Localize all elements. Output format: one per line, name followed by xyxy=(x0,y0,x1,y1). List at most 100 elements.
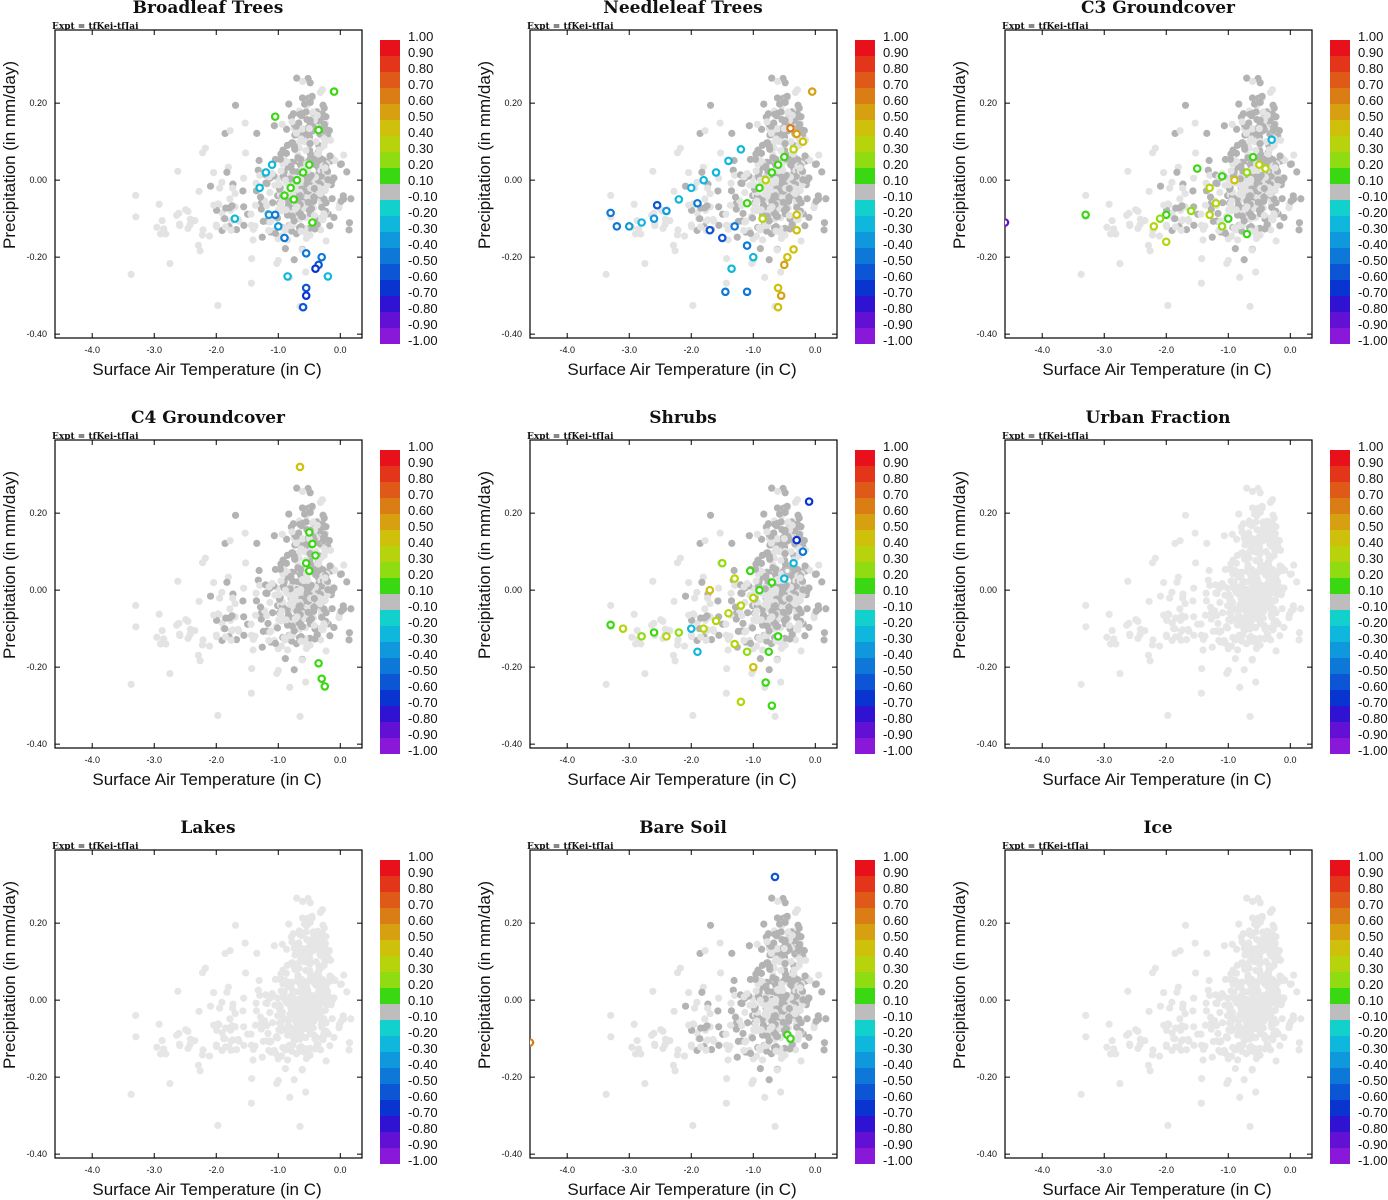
background-point xyxy=(760,100,768,108)
colored-point xyxy=(280,233,289,243)
background-point xyxy=(271,181,279,189)
background-point xyxy=(1260,594,1268,603)
background-point xyxy=(1276,222,1284,230)
colorbar-segment xyxy=(1330,88,1350,104)
background-point xyxy=(299,897,307,906)
background-point xyxy=(282,206,290,214)
background-point xyxy=(746,1001,754,1009)
colored-point xyxy=(789,558,798,568)
colorbar-segment xyxy=(855,56,875,72)
background-point xyxy=(673,641,682,649)
background-point xyxy=(278,1017,286,1025)
y-tick-label: -0.40 xyxy=(501,1149,522,1159)
background-point xyxy=(1262,548,1270,556)
background-point xyxy=(288,118,296,126)
background-point xyxy=(781,231,789,239)
background-point xyxy=(1269,537,1278,545)
background-point xyxy=(815,151,823,159)
background-point xyxy=(746,639,755,648)
colored-point xyxy=(308,539,317,549)
background-point xyxy=(1240,217,1248,225)
colored-point xyxy=(1149,222,1159,231)
background-point xyxy=(768,607,776,615)
background-point xyxy=(693,178,701,186)
background-point xyxy=(706,190,714,198)
background-point xyxy=(1252,146,1260,155)
background-point xyxy=(306,641,314,649)
y-tick-label: 0.00 xyxy=(29,175,47,185)
background-point xyxy=(290,142,298,150)
background-point xyxy=(773,914,782,922)
background-point xyxy=(1221,181,1229,189)
background-point xyxy=(266,628,274,636)
background-point xyxy=(1280,213,1288,222)
background-point xyxy=(766,205,774,213)
background-point xyxy=(661,1041,669,1049)
background-point xyxy=(1162,633,1171,641)
background-point xyxy=(730,566,738,575)
background-point xyxy=(298,1066,306,1074)
scatter-points xyxy=(530,872,830,1131)
colorbar-label: 0.20 xyxy=(408,567,433,582)
background-point xyxy=(685,168,693,177)
colorbar-label: -0.80 xyxy=(408,1121,438,1136)
background-point xyxy=(304,1013,312,1021)
background-point xyxy=(1254,603,1262,611)
colorbar-segment xyxy=(855,530,875,546)
background-point xyxy=(772,175,780,184)
background-point xyxy=(1231,636,1239,644)
y-tick-label: 0.00 xyxy=(29,585,47,595)
colorbar-segment xyxy=(1330,56,1350,72)
colored-point xyxy=(761,175,770,185)
background-point xyxy=(247,689,255,697)
background-point xyxy=(316,636,325,644)
background-point xyxy=(310,1013,318,1022)
background-point xyxy=(265,1046,273,1055)
background-point xyxy=(201,964,209,972)
x-tick-label: -1.0 xyxy=(746,345,762,355)
background-point xyxy=(635,225,643,233)
background-point xyxy=(797,609,805,617)
background-point xyxy=(313,931,321,939)
colored-point xyxy=(727,264,736,274)
background-point xyxy=(766,184,774,192)
x-axis-label: Surface Air Temperature (in C) xyxy=(92,770,321,789)
background-point xyxy=(158,1037,166,1045)
background-point xyxy=(1191,119,1199,127)
background-point xyxy=(194,651,203,659)
background-point xyxy=(1126,220,1134,228)
background-point xyxy=(762,162,770,171)
background-point xyxy=(801,1042,809,1050)
background-point xyxy=(812,197,820,205)
background-point xyxy=(1242,539,1250,547)
colorbar: 1.000.900.800.700.600.500.400.300.200.10… xyxy=(855,29,913,348)
background-point xyxy=(305,124,313,133)
colored-point xyxy=(717,233,727,243)
background-point xyxy=(780,583,789,592)
colorbar-label: -0.50 xyxy=(408,663,438,678)
colorbar-label: 0.60 xyxy=(408,503,433,518)
colorbar-label: -0.30 xyxy=(883,1041,913,1056)
background-point xyxy=(228,612,236,620)
background-point xyxy=(302,1088,310,1096)
x-axis-label: Surface Air Temperature (in C) xyxy=(92,360,321,379)
background-point xyxy=(633,1037,641,1045)
background-point xyxy=(1077,680,1085,688)
background-point xyxy=(313,1040,321,1049)
colorbar-segment xyxy=(1330,530,1350,546)
background-point xyxy=(820,629,829,637)
background-point xyxy=(291,594,299,602)
colored-point xyxy=(674,628,684,637)
background-point xyxy=(805,213,813,222)
background-point xyxy=(715,1023,723,1031)
background-point xyxy=(182,206,190,214)
background-point xyxy=(1250,510,1259,518)
background-point xyxy=(657,1026,665,1034)
background-point xyxy=(785,184,793,193)
background-point xyxy=(328,605,336,613)
y-tick-label: 0.20 xyxy=(504,98,522,108)
background-point xyxy=(1176,127,1184,135)
background-point xyxy=(771,1012,779,1020)
background-point xyxy=(306,918,314,927)
background-point xyxy=(780,993,789,1002)
